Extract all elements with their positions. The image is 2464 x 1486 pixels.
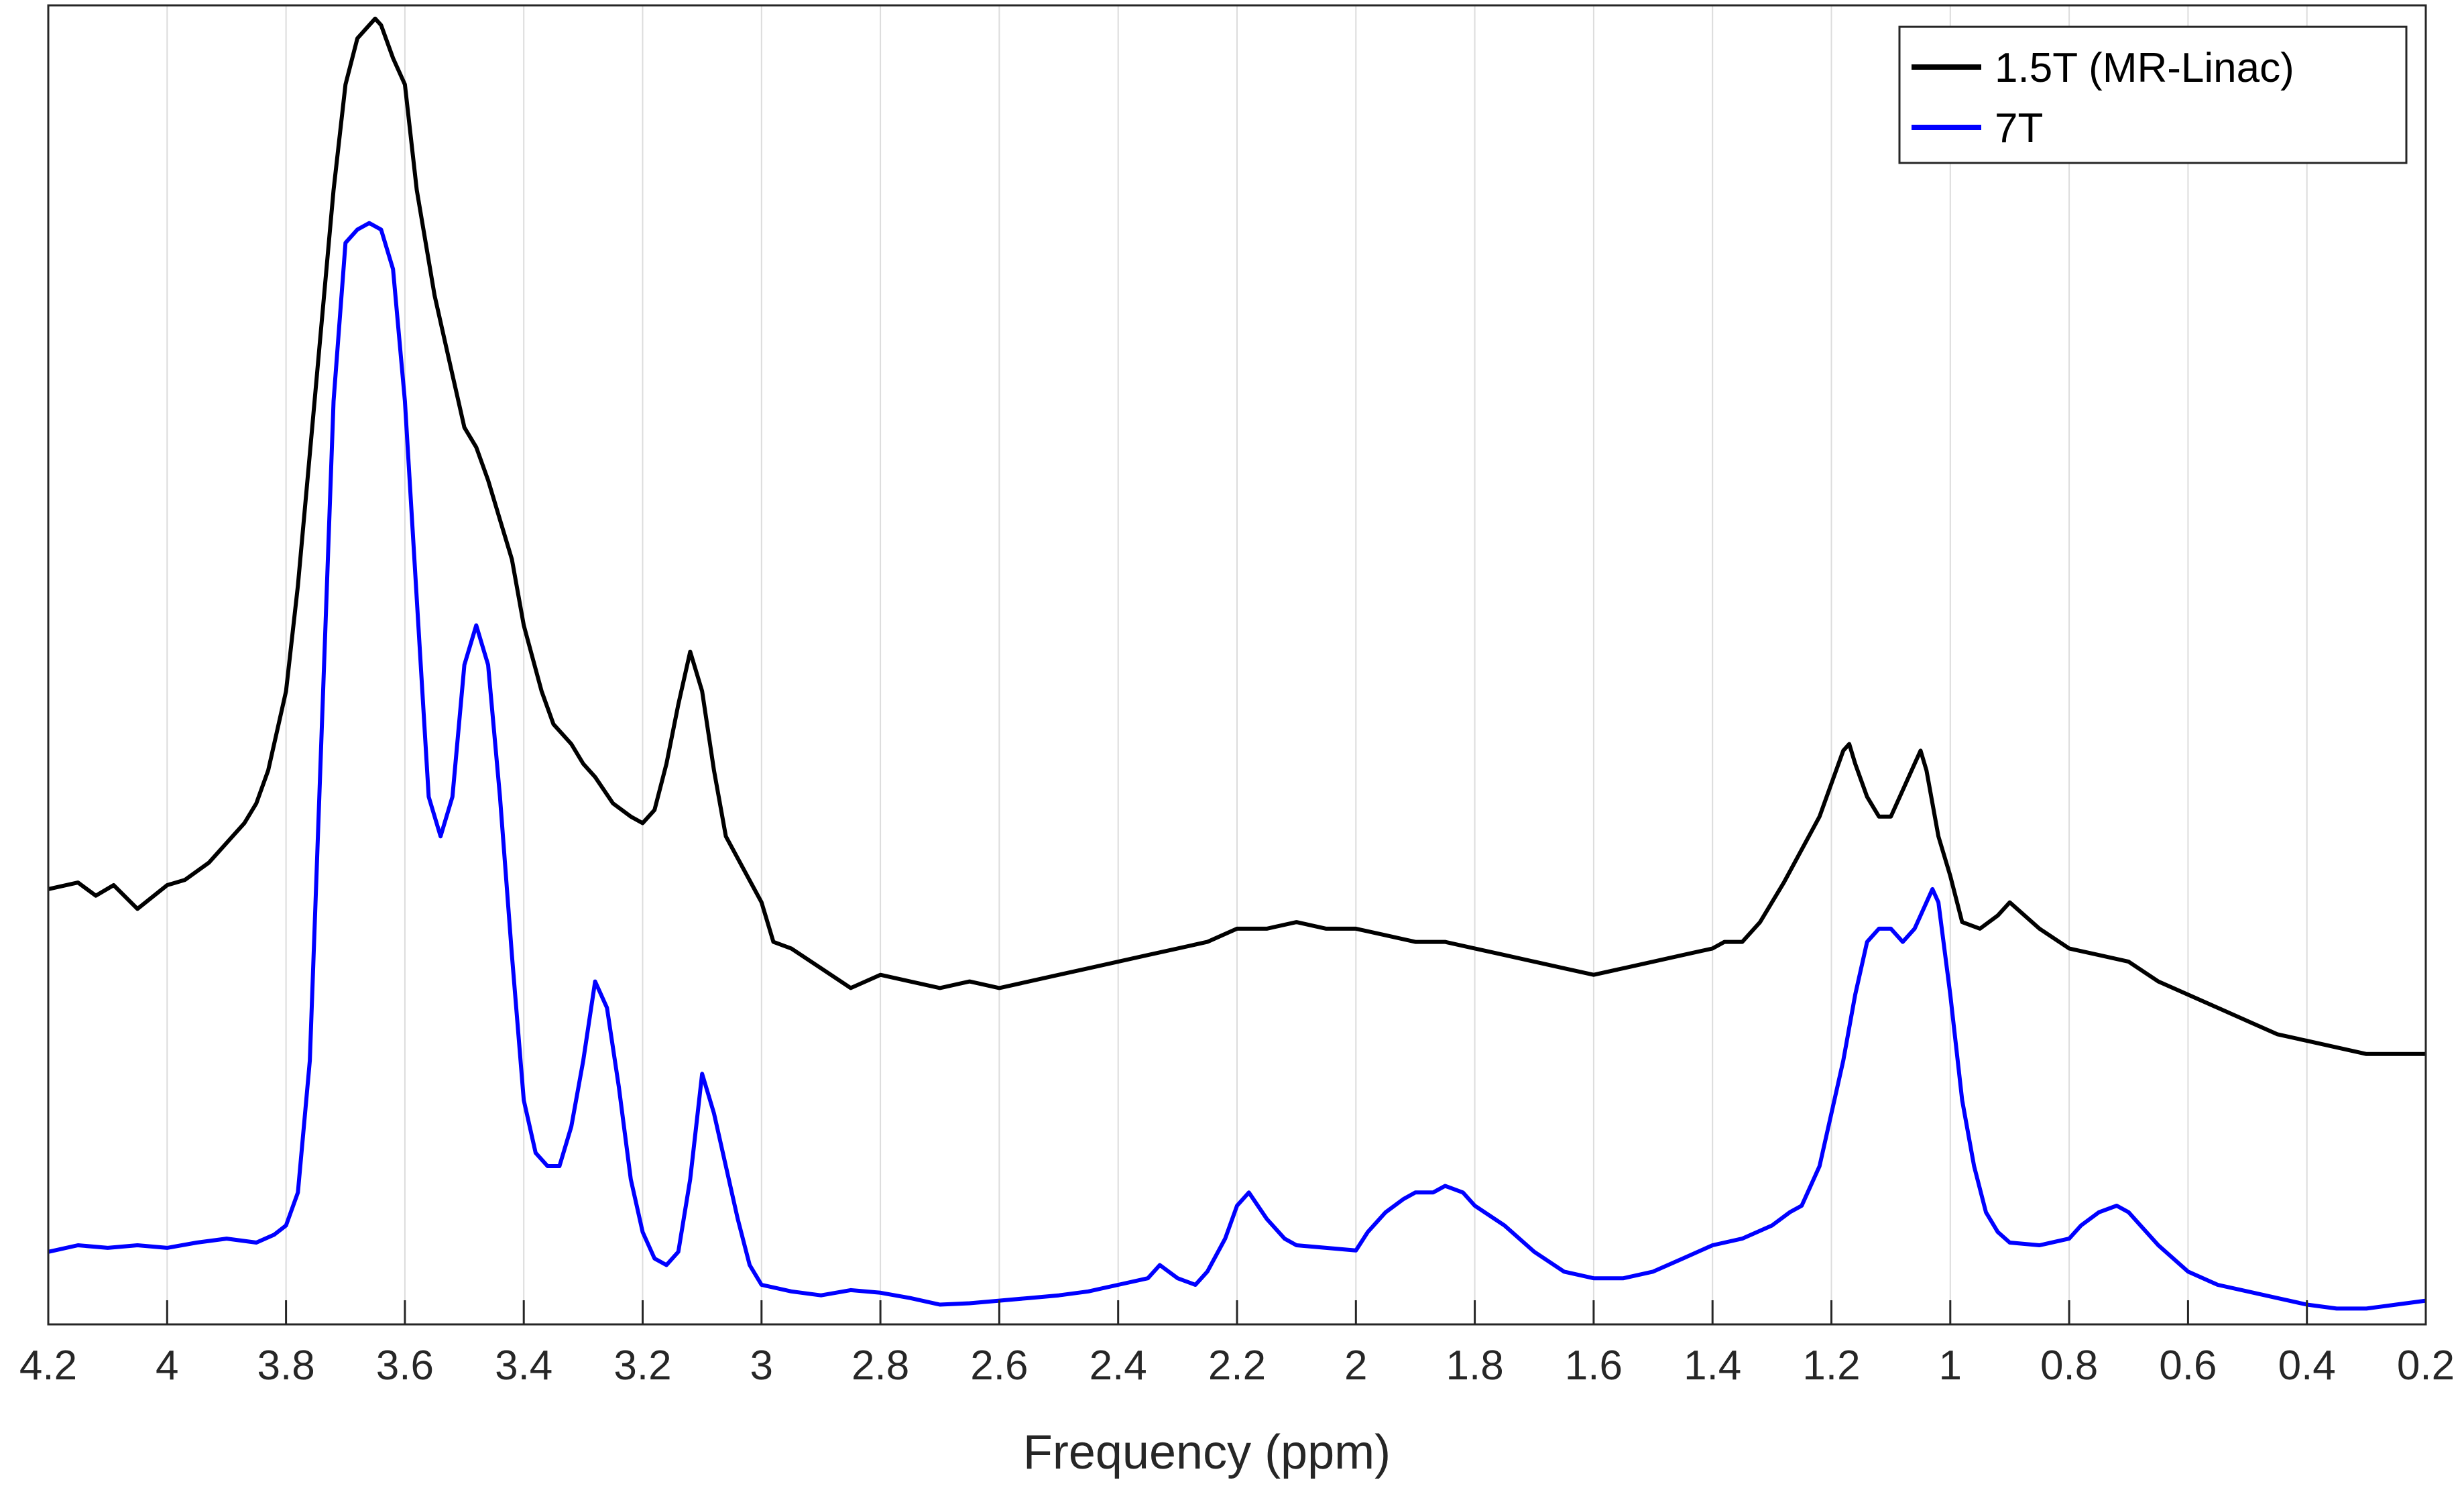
x-axis-ticks	[47, 1300, 2427, 1324]
x-tick-label: 0.4	[2278, 1342, 2336, 1389]
legend: 1.5T (MR-Linac) 7T	[1898, 25, 2408, 164]
series-line-1-5t	[48, 16, 2426, 1056]
x-axis-tick-labels: 4.2 4 3.8 3.6 3.4 3.2 3 2.8 2.6 2.4 2.2 2 1.8 1.6 1.4 1…	[19, 1342, 2455, 1389]
x-tick-label: 0.2	[2397, 1342, 2455, 1389]
x-tick-label: 3.4	[495, 1342, 552, 1389]
x-tick-label: 4.2	[19, 1342, 77, 1389]
x-tick-label: 2	[1344, 1342, 1367, 1389]
x-tick-label: 1.8	[1446, 1342, 1503, 1389]
x-tick-label: 3	[750, 1342, 773, 1389]
x-tick-label: 1.4	[1684, 1342, 1741, 1389]
x-tick-label: 2.4	[1090, 1342, 1147, 1389]
x-tick-label: 0.6	[2159, 1342, 2217, 1389]
x-tick-label: 0.8	[2040, 1342, 2098, 1389]
x-tick-label: 2.8	[852, 1342, 909, 1389]
x-tick-label: 1.2	[1802, 1342, 1860, 1389]
x-tick-label: 1.6	[1565, 1342, 1623, 1389]
vertical-gridlines	[166, 5, 2308, 1324]
series-layer	[48, 16, 2426, 1311]
x-axis-title: Frequency (ppm)	[1023, 1426, 1391, 1479]
x-tick-label: 2.2	[1208, 1342, 1266, 1389]
x-tick-label: 2.6	[970, 1342, 1028, 1389]
x-tick-label: 3.8	[257, 1342, 314, 1389]
x-tick-label: 3.2	[613, 1342, 671, 1389]
x-tick-label: 4	[156, 1342, 178, 1389]
legend-label-1-5t: 1.5T (MR-Linac)	[1995, 45, 2294, 91]
legend-label-7t: 7T	[1995, 105, 2043, 152]
x-tick-label: 3.6	[376, 1342, 434, 1389]
series-line-7t	[48, 221, 2426, 1311]
x-tick-label: 1	[1939, 1342, 1962, 1389]
legend-box	[1898, 25, 2408, 164]
